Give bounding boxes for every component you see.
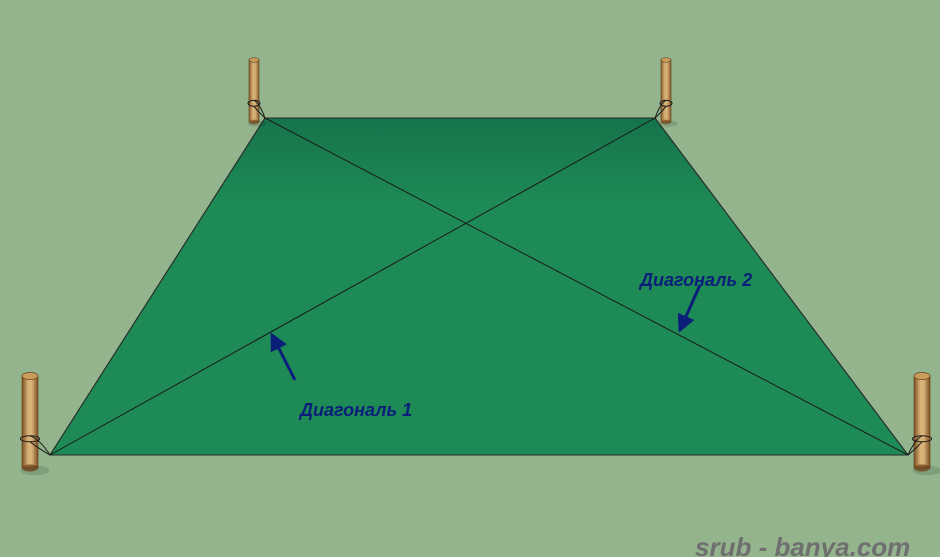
stake-cap-back-right (661, 58, 671, 63)
stake-cap-front-right (914, 372, 930, 379)
stake-cap-front-left (22, 372, 38, 379)
stake-front-right (914, 376, 930, 468)
stake-back-left (249, 60, 259, 122)
diagram-stage (0, 0, 940, 557)
stake-front-left (22, 376, 38, 468)
stake-shadow-front-left (20, 466, 49, 476)
stake-shadow-front-right (912, 466, 940, 476)
stake-back-right (661, 60, 671, 122)
stake-cap-back-left (249, 58, 259, 63)
stake-shadow-back-right (660, 121, 678, 127)
stake-shadow-back-left (248, 121, 266, 127)
